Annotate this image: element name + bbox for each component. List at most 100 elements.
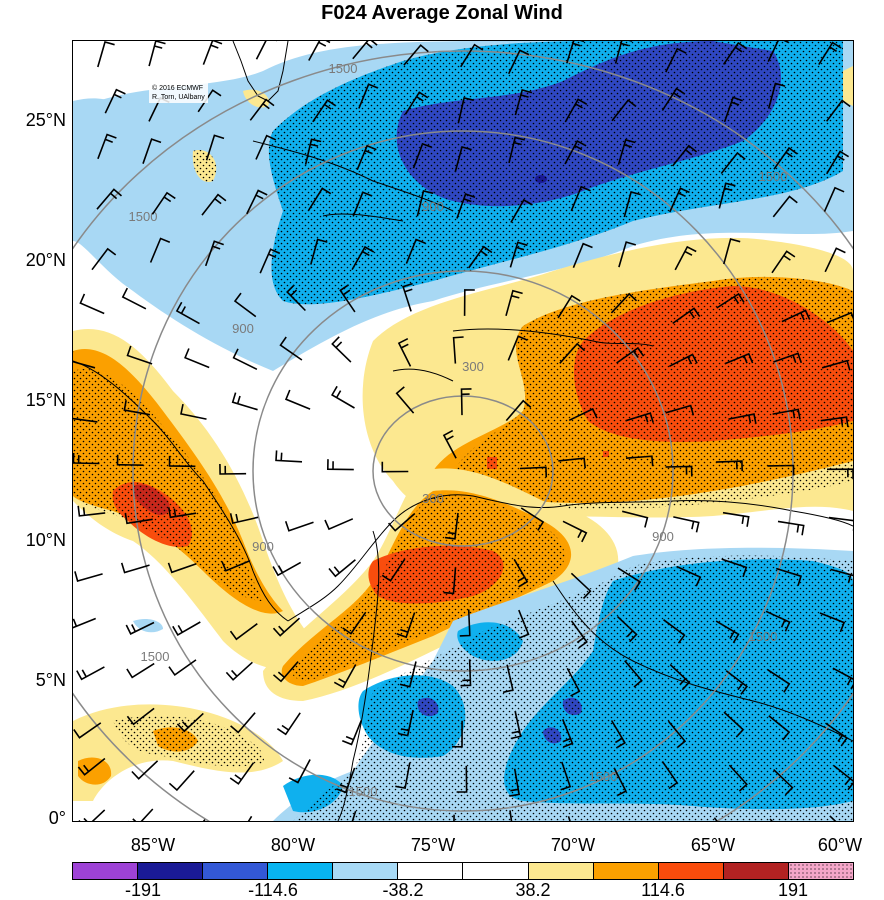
wind-barb — [624, 660, 643, 688]
contour-label: 1500 — [141, 649, 170, 664]
wind-barb — [505, 289, 523, 317]
wind-barb — [625, 412, 654, 423]
wind-barb — [168, 507, 197, 519]
wind-barb — [395, 386, 415, 414]
wind-barb — [405, 238, 426, 264]
wind-barb — [669, 187, 690, 213]
wind-barb — [233, 292, 257, 318]
wind-barb — [665, 47, 687, 73]
wind-barb — [229, 623, 258, 641]
wind-barb — [669, 353, 698, 368]
credit-box: © 2016 ECMWF R. Torn, UAlbany — [149, 83, 208, 103]
colorbar-swatch — [73, 863, 139, 879]
lon-label: 60°W — [817, 835, 863, 855]
wind-barb — [399, 661, 417, 688]
wind-barb — [564, 98, 588, 123]
wind-barb — [121, 287, 147, 310]
wind-barb — [397, 709, 414, 737]
contour-label: 1500 — [349, 784, 378, 799]
wind-barb — [560, 761, 572, 791]
wind-barb — [771, 250, 796, 274]
wind-barb — [613, 767, 627, 797]
wind-barb — [358, 83, 379, 109]
contour-label: 300 — [422, 491, 444, 506]
wind-barb — [397, 337, 412, 367]
map-canvas: 1500 900 300 300 900 1500 1500 900 1500 … — [73, 41, 853, 821]
wind-barb — [561, 719, 574, 748]
wind-barb — [514, 89, 533, 116]
colorbar-label: 38.2 — [515, 880, 551, 900]
wind-barb — [826, 311, 853, 324]
wind-barb — [247, 815, 253, 821]
wind-barb — [566, 41, 585, 64]
wind-barb — [351, 810, 357, 821]
colorbar-label: 114.6 — [641, 880, 685, 900]
wind-barb — [131, 760, 159, 780]
wind-barb — [395, 762, 411, 790]
wind-barb — [773, 769, 794, 796]
wind-barb — [331, 336, 352, 363]
contour-label: 1500 — [329, 61, 358, 76]
wind-barb — [197, 89, 222, 113]
wind-barb — [456, 192, 476, 219]
wind-barb — [272, 561, 302, 577]
wind-barb — [610, 292, 638, 314]
wind-barb — [333, 664, 357, 689]
lon-label: 65°W — [690, 835, 736, 855]
wind-barb — [773, 146, 798, 170]
colorbar-swatch — [268, 863, 334, 879]
wind-barb — [339, 284, 356, 313]
wind-barb — [331, 385, 355, 409]
wind-barb — [622, 510, 649, 528]
wind-barb — [566, 667, 581, 697]
lat-label: 10°N — [25, 530, 66, 550]
wind-barb — [725, 670, 749, 695]
wind-barb — [184, 348, 210, 369]
colorbar-swatch — [788, 863, 853, 879]
wind-barb — [623, 191, 641, 218]
wind-barb — [765, 610, 791, 632]
colorbar-label: -38.2 — [382, 880, 424, 900]
wind-barb — [665, 465, 693, 477]
wind-barb — [513, 558, 529, 588]
wind-barb — [564, 140, 587, 165]
wind-barb — [572, 242, 593, 269]
wind-barb — [231, 392, 258, 411]
wind-barb — [722, 511, 750, 527]
wind-barb — [665, 404, 695, 416]
wind-barb — [720, 151, 746, 174]
wind-barb — [128, 808, 154, 821]
wind-barb — [509, 768, 521, 797]
contour-label: 900 — [422, 199, 444, 214]
wind-barb — [73, 408, 98, 423]
contour-label: 1500 — [129, 209, 158, 224]
contour-label: 900 — [232, 321, 254, 336]
wind-barb — [781, 309, 811, 323]
wind-barb — [663, 619, 686, 644]
wind-barb — [468, 245, 493, 269]
wind-barb — [123, 400, 151, 416]
wind-barb — [229, 762, 255, 785]
wind-barb — [721, 558, 748, 578]
wind-barb — [826, 150, 850, 175]
contour-label: 900 — [652, 529, 674, 544]
wind-barb — [724, 352, 754, 365]
contour-label: 300 — [462, 359, 484, 374]
wind-barb — [202, 819, 206, 821]
wind-barb — [773, 352, 803, 364]
wind-barb — [249, 98, 275, 121]
wind-barb — [570, 185, 591, 212]
wind-barb — [304, 138, 322, 165]
wind-barb — [79, 293, 105, 315]
wind-barb — [667, 720, 687, 749]
wind-barb — [559, 342, 586, 364]
wind-barb — [767, 41, 789, 62]
wind-barb — [168, 455, 196, 468]
wind-barb — [404, 91, 429, 115]
wind-barb — [723, 96, 743, 123]
wind-barb — [661, 760, 679, 790]
westerly-shading-sw2 — [78, 757, 112, 785]
credit-line: R. Torn, UAlbany — [152, 94, 205, 101]
wind-barb — [508, 136, 525, 164]
wind-barb — [825, 722, 849, 747]
